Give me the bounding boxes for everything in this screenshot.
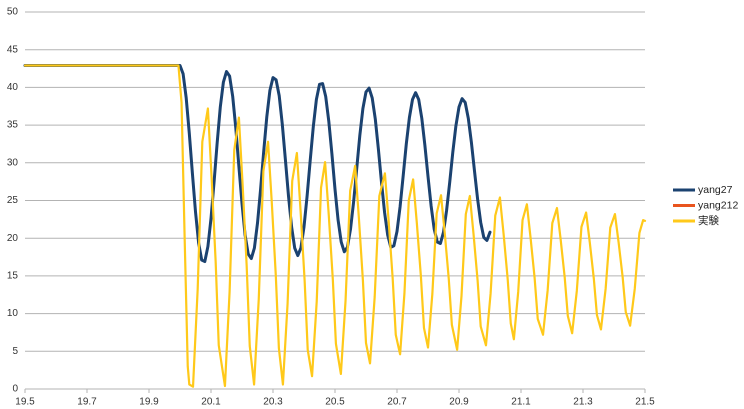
y-tick-label: 40 <box>7 82 19 93</box>
x-tick-label: 19.9 <box>139 397 159 408</box>
x-tick-label: 20.7 <box>387 397 407 408</box>
x-tick-label: 21.5 <box>635 397 655 408</box>
x-tick-label: 20.1 <box>201 397 221 408</box>
y-tick-label: 0 <box>12 384 18 395</box>
x-tick-label: 20.3 <box>263 397 283 408</box>
series-line <box>23 64 492 264</box>
legend-label: 実験 <box>698 214 719 227</box>
y-tick-label: 15 <box>7 271 19 282</box>
series-line <box>23 64 647 388</box>
plot-area <box>23 64 647 388</box>
y-tick-label: 50 <box>7 7 19 18</box>
x-tick-label: 20.9 <box>449 397 469 408</box>
x-tick-label: 20.5 <box>325 397 345 408</box>
legend-label: yang212 <box>698 199 738 211</box>
x-tick-label: 21.3 <box>573 397 593 408</box>
legend-label: yang27 <box>698 184 733 196</box>
y-tick-label: 25 <box>7 195 19 206</box>
y-tick-label: 30 <box>7 157 19 168</box>
y-tick-label: 5 <box>12 346 18 357</box>
legend: yang27 yang212 実験 <box>673 184 738 227</box>
axes: 0 5 10 15 20 25 30 35 40 45 50 19.5 19.7 19.9 20.1 20.3… <box>7 7 655 408</box>
x-tick-label: 19.7 <box>77 397 97 408</box>
y-tick-label: 10 <box>7 308 19 319</box>
x-tick-label: 21.1 <box>511 397 531 408</box>
y-tick-label: 35 <box>7 120 19 131</box>
x-tick-label: 19.5 <box>15 397 35 408</box>
y-tick-label: 45 <box>7 44 19 55</box>
y-tick-label: 20 <box>7 233 19 244</box>
